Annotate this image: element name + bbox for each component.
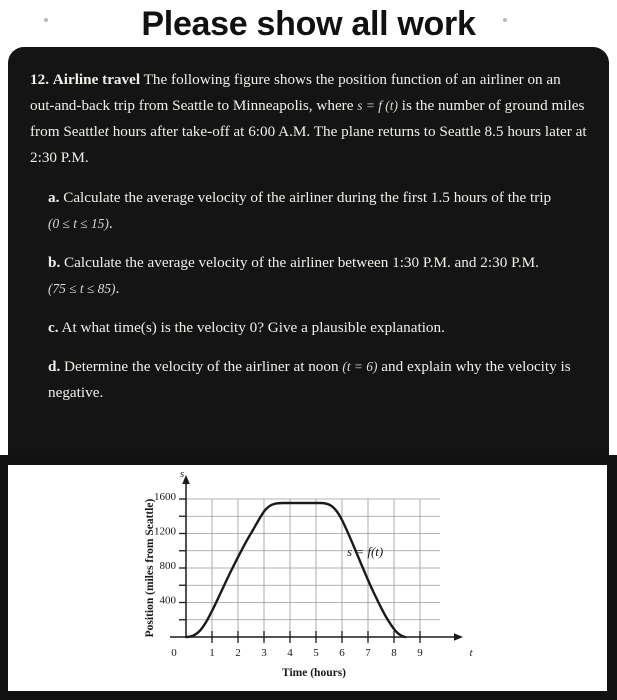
problem-intro-text-3: hours after take-off at 6:00 A.M. The pl… — [30, 123, 587, 167]
x-axis-title: Time (hours) — [282, 667, 346, 679]
part-a-math: (0 ≤ t ≤ 15) — [48, 215, 109, 231]
x-tick-label-6: 6 — [339, 647, 345, 659]
y-tick-label-1600: 1600 — [154, 491, 177, 503]
panel-gap-strip — [0, 455, 617, 465]
x-tick-label-0: 0 — [171, 647, 177, 659]
part-d-letter: d. — [48, 358, 61, 376]
part-c-text: At what time(s) is the velocity 0? Give … — [61, 319, 445, 337]
bottom-strip — [0, 691, 617, 700]
position-function-chart: 400 800 1200 1600 0 1 2 3 4 5 6 7 8 9 s … — [144, 469, 473, 679]
x-tick-label-8: 8 — [391, 647, 397, 659]
part-b-text: Calculate the average velocity of the ai… — [64, 253, 539, 271]
chart-x-ticks — [211, 631, 421, 643]
x-tick-label-2: 2 — [235, 647, 241, 659]
problem-intro-math: s = f (t) — [357, 98, 398, 114]
problem-number: 12. — [30, 71, 49, 88]
x-tick-label-1: 1 — [209, 647, 215, 659]
part-d-text: Determine the velocity of the airliner a… — [64, 358, 339, 376]
problem-intro-text-2: is the number of ground miles from Seatt… — [30, 97, 585, 141]
part-d-text-after: and explain why the velocity is negative… — [48, 358, 571, 402]
part-b-math: (75 ≤ t ≤ 85) — [48, 280, 116, 296]
page-title: Please show all work — [141, 4, 476, 43]
y-axis-arrow-icon — [182, 475, 190, 484]
chart-x-tick-labels: 0 1 2 3 4 5 6 7 8 9 — [171, 647, 423, 659]
part-b-period: . — [115, 279, 120, 297]
part-d-math: (t = 6) — [342, 359, 378, 375]
problem-intro-text-1: The following figure shows the position … — [30, 71, 561, 115]
x-tick-label-7: 7 — [365, 647, 371, 659]
problem-intro: 12. Airline travel The following figure … — [30, 67, 587, 172]
y-tick-label-800: 800 — [160, 560, 177, 572]
chart-y-ticks — [179, 498, 186, 621]
position-curve — [184, 501, 407, 639]
part-b-letter: b. — [48, 253, 61, 271]
x-tick-label-3: 3 — [261, 647, 267, 659]
part-c-letter: c. — [48, 319, 59, 337]
figure-card: 400 800 1200 1600 0 1 2 3 4 5 6 7 8 9 s … — [8, 465, 607, 691]
chart-gridlines — [186, 498, 440, 637]
problem-part-c: c. At what time(s) is the velocity 0? Gi… — [48, 315, 587, 341]
problem-panel: 12. Airline travel The following figure … — [8, 47, 609, 455]
x-tick-label-9: 9 — [417, 647, 423, 659]
problem-intro-var: t — [104, 123, 109, 141]
decorative-dot-right-icon — [503, 18, 507, 22]
decorative-dot-left-icon — [44, 18, 48, 22]
y-axis-title: Position (miles from Seattle) — [144, 498, 156, 637]
figure-right-margin — [607, 455, 617, 700]
y-tick-label-400: 400 — [160, 595, 177, 607]
page-header: Please show all work — [0, 0, 617, 47]
chart-y-tick-labels: 400 800 1200 1600 — [154, 491, 177, 607]
x-tick-label-4: 4 — [287, 647, 293, 659]
problem-topic: Airline travel — [52, 71, 141, 88]
part-a-text: Calculate the average velocity of the ai… — [63, 188, 552, 206]
part-a-letter: a. — [48, 188, 60, 206]
figure-left-margin — [0, 455, 8, 700]
problem-part-a: a. Calculate the average velocity of the… — [48, 185, 587, 237]
figure-inner: 400 800 1200 1600 0 1 2 3 4 5 6 7 8 9 s … — [8, 465, 607, 691]
y-tick-label-1200: 1200 — [154, 525, 177, 537]
x-tick-label-5: 5 — [313, 647, 319, 659]
x-axis-symbol: t — [469, 647, 473, 659]
problem-part-d: d. Determine the velocity of the airline… — [48, 354, 587, 406]
part-a-period: . — [108, 214, 113, 232]
x-axis-arrow-icon — [454, 633, 463, 641]
curve-equation-label: s = f(t) — [347, 544, 383, 559]
problem-part-b: b. Calculate the average velocity of the… — [48, 250, 587, 302]
y-axis-symbol: s — [180, 469, 184, 480]
